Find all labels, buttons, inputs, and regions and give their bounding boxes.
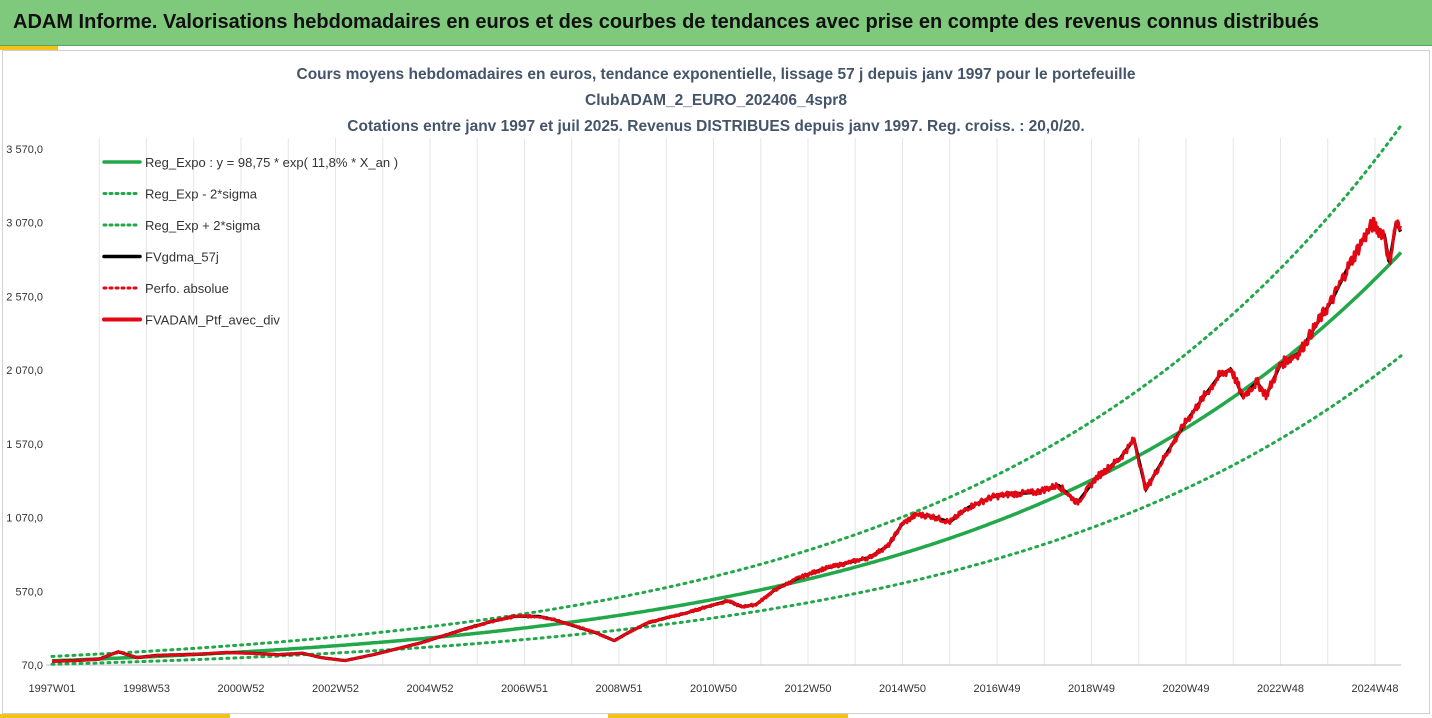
- y-tick-label: 3 070,0: [6, 218, 43, 230]
- x-tick-label: 1998W53: [123, 683, 170, 695]
- x-tick-label: 2008W51: [595, 683, 642, 695]
- x-tick-label: 2000W52: [217, 683, 264, 695]
- legend-label-absolute: Perfo. absolue: [145, 281, 229, 296]
- legend-label-trend: Reg_Expo : y = 98,75 * exp( 11,8% * X_an…: [145, 155, 398, 170]
- legend-label-lower: Reg_Exp - 2*sigma: [145, 187, 258, 202]
- y-tick-label: 1 570,0: [6, 439, 43, 451]
- x-tick-label: 2016W49: [973, 683, 1020, 695]
- legend-label-portfolio: FVADAM_Ptf_avec_div: [145, 313, 280, 328]
- x-tick-label: 2010W50: [690, 683, 737, 695]
- series-group: [50, 124, 1403, 666]
- x-tick-label: 2014W50: [879, 683, 926, 695]
- page-title: ADAM Informe. Valorisations hebdomadaire…: [13, 11, 1319, 33]
- x-tick-label: 2020W49: [1162, 683, 1209, 695]
- x-tick-label: 2012W50: [784, 683, 831, 695]
- x-tick-label: 2002W52: [312, 683, 359, 695]
- y-axis: 70,0 570,0 1 070,0 1 570,0 2 070,0 2 570,0 3 0…: [6, 144, 43, 672]
- y-tick-label: 2 570,0: [6, 291, 43, 303]
- legend-label-upper: Reg_Exp + 2*sigma: [145, 218, 261, 233]
- portfolio-line: [51, 216, 1402, 663]
- legend: Reg_Expo : y = 98,75 * exp( 11,8% * X_an…: [102, 155, 398, 328]
- upper-band-line: [50, 124, 1403, 658]
- accent-stripe-bottom-left: [0, 714, 230, 718]
- trend-line: [51, 251, 1403, 663]
- legend-label-smooth: FVgdma_57j: [145, 250, 219, 265]
- x-tick-label: 2004W52: [406, 683, 453, 695]
- chart-title-line-1: Cours moyens hebdomadaires en euros, ten…: [296, 66, 1136, 83]
- x-axis: 1997W01 1998W53 2000W52 2002W52 2004W52 2006W…: [28, 683, 1398, 695]
- y-tick-label: 70,0: [22, 660, 43, 672]
- header-bar: ADAM Informe. Valorisations hebdomadaire…: [0, 0, 1432, 46]
- x-tick-label: 2006W51: [501, 683, 548, 695]
- grid: [46, 138, 1401, 666]
- y-tick-label: 2 070,0: [6, 365, 43, 377]
- x-tick-label: 2018W49: [1068, 683, 1115, 695]
- chart-frame: [2, 50, 1430, 714]
- chart-title-line-2: ClubADAM_2_EURO_202406_4spr8: [585, 92, 847, 109]
- y-tick-label: 3 570,0: [6, 144, 43, 156]
- accent-stripe-top: [0, 46, 58, 50]
- accent-stripe-bottom-mid: [608, 714, 848, 718]
- x-tick-label: 2022W48: [1257, 683, 1304, 695]
- chart-title-line-3: Cotations entre janv 1997 et juil 2025. …: [347, 118, 1085, 135]
- x-tick-label: 1997W01: [28, 683, 75, 695]
- x-tick-label: 2024W48: [1351, 683, 1398, 695]
- y-tick-label: 570,0: [15, 586, 43, 598]
- y-tick-label: 1 070,0: [6, 513, 43, 525]
